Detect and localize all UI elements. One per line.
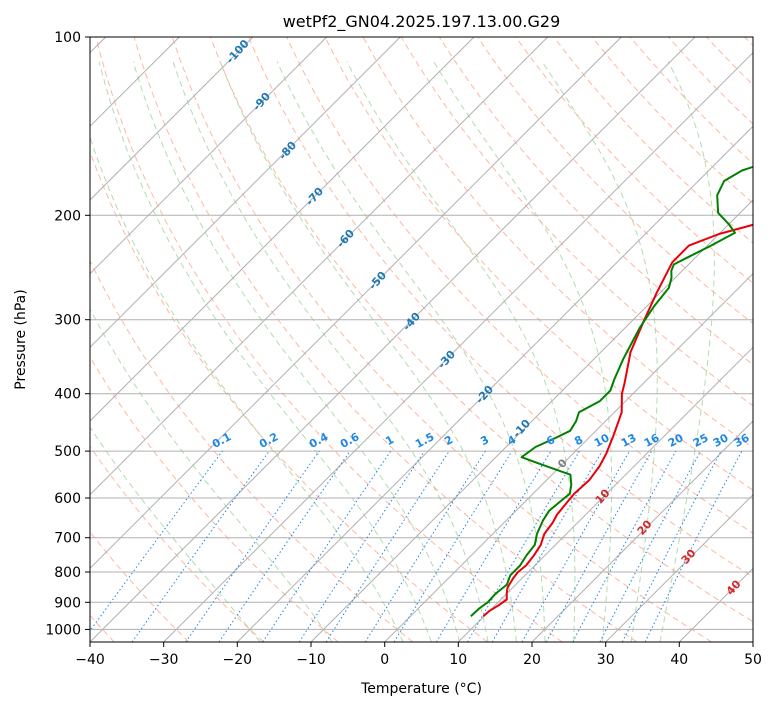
x-tick-label: 10 xyxy=(449,652,467,668)
mixing-ratio-line xyxy=(491,450,603,642)
mixing-ratio-label: 20 xyxy=(666,431,686,450)
isotherm-line xyxy=(605,493,753,642)
isotherm-line xyxy=(90,37,254,201)
mixing-ratio-label: 25 xyxy=(691,431,711,450)
dry-adiabat-line xyxy=(400,37,753,407)
isotherm-line xyxy=(90,37,696,642)
mixing-ratio-line xyxy=(325,450,450,642)
x-axis-ticks: −40 −30 −20 −10 0 10 20 30 40 50 xyxy=(75,642,762,668)
plot-area: -100-90-80-70-60-50-40-30-20-100.1 0.2 0.4… xyxy=(90,37,753,642)
mixing-ratio-line xyxy=(185,450,320,642)
y-tick-label: 900 xyxy=(54,595,81,611)
isotherms xyxy=(90,37,753,642)
x-tick-label: 50 xyxy=(744,652,762,668)
mixing-ratio-lines xyxy=(90,450,743,642)
moist-adiabat-line xyxy=(90,308,333,642)
y-tick-label: 800 xyxy=(54,565,81,581)
dry-adiabat-line xyxy=(324,37,753,491)
mixing-ratio-line xyxy=(572,450,677,642)
isotherm-line xyxy=(236,125,753,642)
y-tick-label: 700 xyxy=(54,531,81,547)
chart-title: wetPf2_GN04.2025.197.13.00.G29 xyxy=(283,12,561,32)
isotherm-line xyxy=(90,37,475,422)
plot-frame xyxy=(89,36,754,643)
isotherm-line xyxy=(457,346,753,642)
dry-adiabat-line xyxy=(591,37,753,204)
dry-adiabat-line xyxy=(133,37,638,642)
moist-adiabat-line xyxy=(90,426,261,642)
moist-adiabat-line xyxy=(90,135,404,642)
mixing-ratio-line xyxy=(545,450,653,642)
dry-adiabat-line xyxy=(210,37,753,623)
x-tick-label: 20 xyxy=(523,652,541,668)
dry-adiabats xyxy=(90,37,753,642)
mixing-ratio-label: 36 xyxy=(732,431,752,450)
isotherm-line xyxy=(531,420,753,642)
mixing-ratio-line xyxy=(131,450,270,642)
sounding-series xyxy=(470,165,753,617)
y-tick-label: 1000 xyxy=(45,622,81,638)
isotherm-line xyxy=(90,37,328,275)
isotherm-line xyxy=(90,37,549,496)
isotherm-line xyxy=(163,51,753,642)
isobars xyxy=(90,37,753,630)
y-tick-label: 400 xyxy=(54,387,81,403)
x-axis-title: Temperature (°C) xyxy=(360,681,482,697)
mixing-ratio-line xyxy=(435,450,552,642)
x-tick-label: 0 xyxy=(380,652,389,668)
x-tick-label: −10 xyxy=(296,652,326,668)
y-tick-label: 300 xyxy=(54,313,81,329)
y-tick-label: 200 xyxy=(54,208,81,224)
dry-adiabat-line xyxy=(629,37,753,165)
x-tick-label: 30 xyxy=(597,652,615,668)
mixing-ratio-line xyxy=(393,450,513,642)
moist-adiabats xyxy=(90,61,715,642)
mixing-ratio-line xyxy=(218,450,351,642)
mixing-ratio-label: 10 xyxy=(592,431,612,450)
isotherm-line xyxy=(310,199,753,642)
dry-adiabat-line xyxy=(477,37,753,325)
dry-adiabat-line xyxy=(95,37,563,642)
dry-adiabat-line xyxy=(90,445,264,642)
dry-adiabat-line xyxy=(171,37,712,642)
y-axis-title: Pressure (hPa) xyxy=(13,289,29,389)
y-tick-label: 600 xyxy=(54,491,81,507)
mixing-ratio-line xyxy=(521,450,630,642)
mixing-ratio-line xyxy=(467,450,580,642)
isotherm-line xyxy=(384,272,753,642)
moist-adiabat-line xyxy=(276,61,546,642)
mixing-ratio-line xyxy=(90,450,223,632)
x-tick-label: −20 xyxy=(223,652,253,668)
moist-adiabat-line xyxy=(541,61,658,642)
isotherm-line xyxy=(90,37,622,570)
y-axis-ticks: 100 200 300 400 500 600 700 800 900 1000 xyxy=(45,30,90,638)
mixing-ratio-label: 13 xyxy=(619,431,639,450)
moist-adiabat-line xyxy=(98,61,432,642)
moist-adiabat-line xyxy=(132,61,461,642)
x-tick-label: −40 xyxy=(75,652,105,668)
x-tick-label: −30 xyxy=(149,652,179,668)
mixing-ratio-line xyxy=(364,450,486,642)
dry-adiabat-line xyxy=(515,37,753,284)
mixing-ratio-label: 16 xyxy=(642,431,662,450)
mixing-ratio-label: 30 xyxy=(711,431,731,450)
y-tick-label: 100 xyxy=(54,30,81,46)
isotherm-line xyxy=(90,37,401,349)
x-tick-label: 40 xyxy=(670,652,688,668)
moist-adiabat-line xyxy=(172,61,489,642)
dry-adiabat-line xyxy=(90,259,414,642)
dewpoint-profile-line xyxy=(470,165,753,617)
temperature-profile-line xyxy=(482,223,753,617)
dry-adiabat-line xyxy=(248,37,753,578)
moist-adiabat-line xyxy=(219,61,517,642)
y-tick-label: 500 xyxy=(54,444,81,460)
